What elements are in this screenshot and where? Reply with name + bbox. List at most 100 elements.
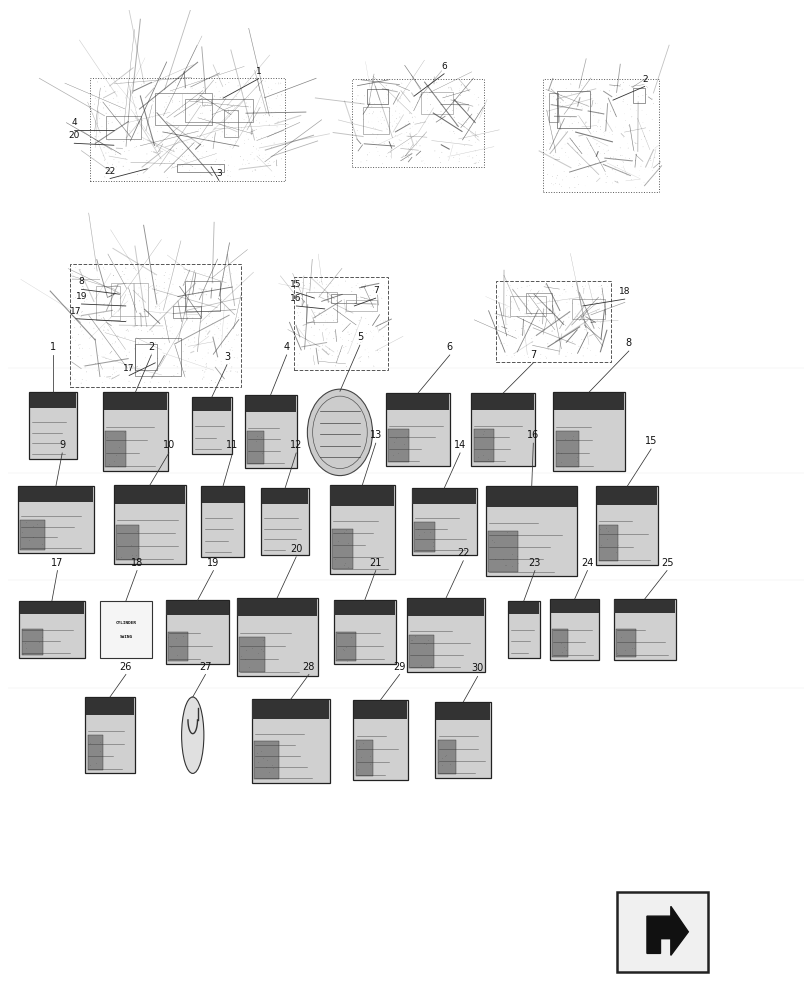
- Point: [436, 757, 448, 773]
- Point: [69, 333, 82, 349]
- Point: [230, 350, 243, 366]
- Point: [501, 307, 514, 323]
- Point: [251, 100, 264, 116]
- Point: [594, 277, 607, 293]
- Point: [135, 300, 148, 316]
- Point: [556, 285, 569, 301]
- Point: [517, 295, 530, 311]
- Ellipse shape: [182, 697, 204, 773]
- Point: [223, 262, 236, 278]
- Point: [577, 298, 590, 314]
- Point: [565, 431, 578, 447]
- Point: [102, 144, 115, 160]
- Point: [305, 308, 318, 324]
- Point: [575, 99, 588, 115]
- Point: [238, 112, 251, 128]
- Point: [292, 308, 305, 324]
- Point: [595, 283, 608, 299]
- Point: [312, 305, 325, 321]
- Point: [394, 89, 407, 105]
- Point: [136, 309, 149, 325]
- Point: [402, 134, 415, 150]
- Point: [330, 345, 343, 361]
- Point: [134, 358, 147, 374]
- Point: [345, 283, 358, 299]
- Point: [225, 359, 238, 375]
- Point: [165, 368, 178, 384]
- Point: [616, 164, 629, 180]
- Point: [400, 125, 413, 141]
- Point: [463, 109, 476, 125]
- Point: [98, 369, 111, 385]
- Ellipse shape: [307, 389, 372, 476]
- Point: [221, 265, 234, 281]
- Point: [264, 101, 277, 117]
- Point: [476, 447, 489, 463]
- Point: [372, 321, 385, 337]
- Text: 13: 13: [369, 430, 381, 440]
- Point: [311, 272, 324, 288]
- Bar: [174, 306, 200, 318]
- Point: [494, 309, 507, 325]
- Point: [205, 373, 218, 389]
- Point: [329, 329, 342, 345]
- Point: [410, 137, 423, 153]
- Point: [444, 133, 457, 149]
- Point: [208, 375, 221, 391]
- Point: [580, 169, 593, 185]
- Point: [316, 317, 329, 333]
- Point: [582, 157, 595, 173]
- Point: [590, 95, 603, 111]
- Point: [618, 642, 631, 658]
- Point: [122, 373, 135, 389]
- Point: [453, 147, 466, 163]
- Point: [93, 734, 106, 750]
- Point: [625, 153, 638, 169]
- Point: [547, 89, 560, 105]
- Point: [98, 169, 111, 185]
- Point: [613, 147, 626, 163]
- Point: [636, 115, 649, 131]
- Point: [158, 77, 171, 93]
- Text: CYLINDER: CYLINDER: [115, 621, 136, 625]
- Point: [584, 86, 597, 102]
- Point: [67, 267, 79, 283]
- Point: [250, 112, 263, 128]
- Point: [547, 177, 560, 193]
- Point: [441, 149, 454, 165]
- Point: [414, 86, 427, 102]
- Point: [591, 319, 604, 335]
- Point: [197, 365, 210, 381]
- Point: [380, 91, 393, 107]
- Point: [128, 297, 141, 313]
- Point: [180, 305, 193, 321]
- Point: [517, 332, 530, 348]
- Bar: [70, 264, 241, 387]
- Point: [500, 279, 513, 295]
- Point: [450, 101, 463, 117]
- Point: [336, 331, 349, 347]
- Point: [291, 305, 304, 321]
- Point: [106, 367, 119, 383]
- Point: [268, 124, 281, 140]
- Point: [123, 335, 136, 351]
- Point: [537, 304, 550, 320]
- Point: [145, 277, 158, 293]
- Text: 20: 20: [290, 544, 302, 554]
- Point: [413, 138, 426, 154]
- Point: [421, 632, 434, 648]
- Point: [565, 132, 578, 148]
- Point: [569, 283, 582, 299]
- Point: [169, 630, 182, 646]
- Point: [308, 298, 321, 314]
- Point: [238, 136, 251, 152]
- Point: [378, 319, 391, 335]
- Point: [472, 97, 485, 113]
- Point: [225, 342, 238, 358]
- Point: [594, 287, 607, 303]
- Bar: [470, 393, 534, 466]
- Point: [471, 90, 484, 106]
- Point: [90, 290, 103, 306]
- Point: [382, 119, 395, 135]
- Point: [577, 322, 590, 338]
